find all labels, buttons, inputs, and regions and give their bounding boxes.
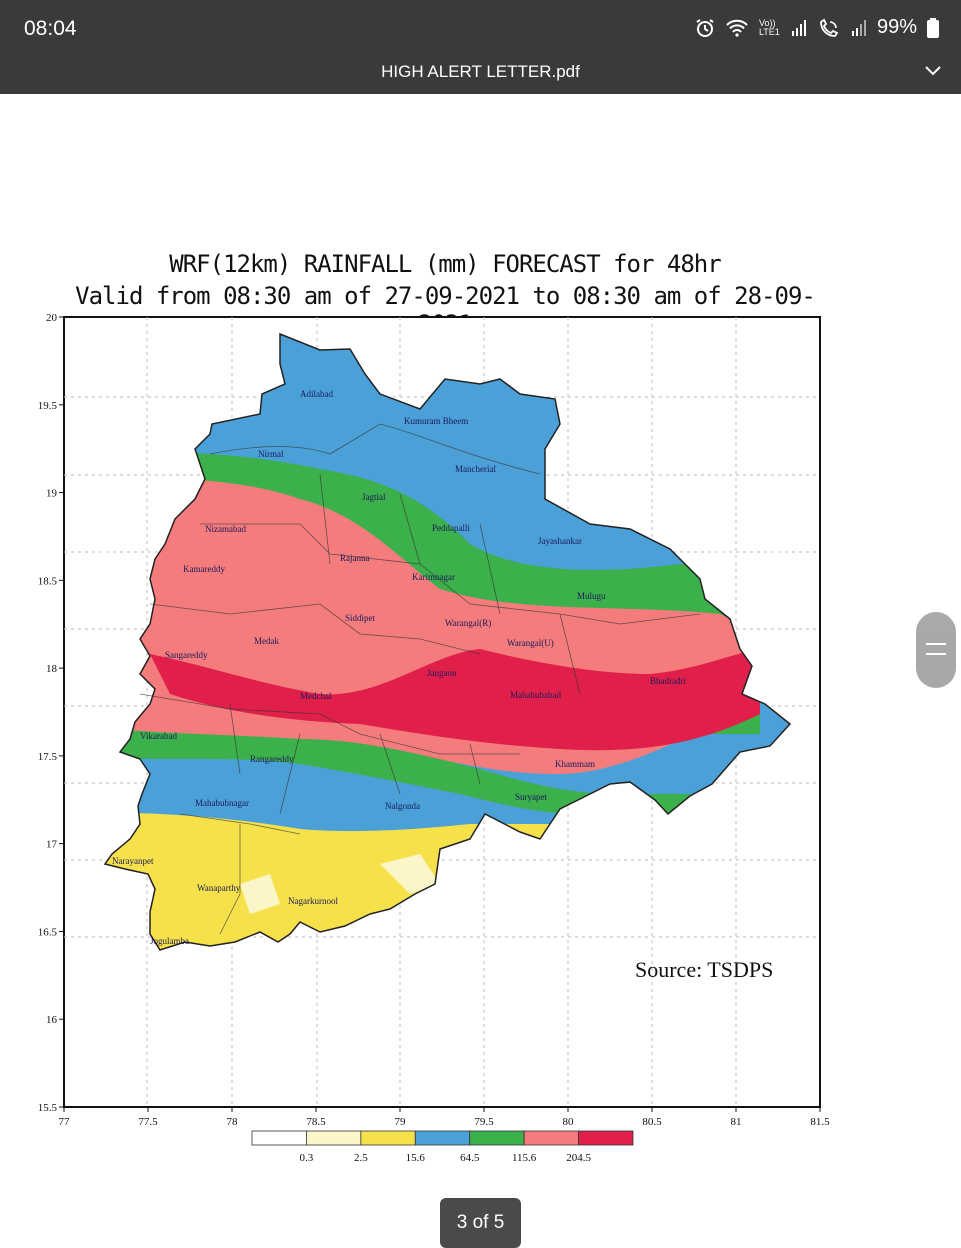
legend-swatch: [469, 1130, 525, 1146]
district-label: Warangal(R): [445, 618, 491, 628]
status-icons: Vo)) LTE1 99%: [695, 16, 939, 39]
district-label: Vikarabad: [140, 731, 177, 741]
x-tick-label: 79: [395, 1116, 407, 1128]
legend-swatch: [360, 1130, 416, 1146]
document-title-bar: HIGH ALERT LETTER.pdf: [0, 56, 961, 94]
y-tick-label: 17: [46, 839, 58, 851]
district-label: Nirmal: [258, 449, 284, 459]
y-tick-label: 16.5: [38, 926, 58, 938]
scroll-thumb[interactable]: [916, 612, 956, 688]
x-tick-label: 78: [227, 1116, 239, 1128]
district-label: Rajanna: [340, 553, 370, 563]
legend-swatch: [306, 1130, 362, 1146]
legend-label: 204.5: [566, 1152, 591, 1164]
district-label: Kumuram Bheem: [404, 416, 468, 426]
district-label: Mancherial: [455, 464, 496, 474]
district-label: Mahabubabad: [510, 690, 561, 700]
x-tick-label: 78.5: [306, 1116, 326, 1128]
district-label: Suryapet: [515, 792, 547, 802]
district-label: Wanaparthy: [197, 883, 241, 893]
district-label: Medchal: [300, 691, 332, 701]
legend-label: 115.6: [512, 1152, 537, 1164]
x-tick-label: 79.5: [474, 1116, 494, 1128]
y-tick-label: 17.5: [38, 751, 58, 763]
district-label: Medak: [254, 636, 279, 646]
status-bar: 08:04 Vo)) LTE1 99%: [0, 0, 961, 56]
map-source: Source: TSDPS: [635, 957, 773, 982]
signal-icon: [851, 19, 866, 36]
y-tick-label: 19: [46, 488, 58, 500]
district-label: Narayanpet: [112, 856, 154, 866]
district-label: Rangareddy: [250, 754, 294, 764]
district-label: Nizamabad: [205, 524, 246, 534]
legend-swatch: [578, 1130, 634, 1146]
district-label: Peddapalli: [432, 523, 470, 533]
district-labels: Adilabad Kumuram Bheem Nirmal Mancherial Jag…: [112, 389, 686, 946]
district-label: Jagtial: [362, 492, 386, 502]
network-label: Vo)) LTE1: [758, 17, 780, 37]
district-label: Siddipet: [345, 613, 376, 623]
district-label: Khammam: [555, 759, 595, 769]
legend-swatch: [251, 1130, 307, 1146]
district-label: Jayashankar: [538, 536, 582, 546]
district-label: Nalgonda: [385, 801, 420, 811]
band-red: [150, 649, 760, 751]
battery-percentage: 99%: [876, 16, 917, 38]
document-title: HIGH ALERT LETTER.pdf: [381, 62, 580, 81]
battery-icon: [927, 17, 939, 38]
district-label: Karimnagar: [412, 572, 455, 582]
y-tick-label: 18: [46, 663, 58, 675]
wifi-icon: [726, 19, 748, 37]
legend-label: 0.3: [300, 1152, 314, 1164]
map-title: WRF(12km) RAINFALL (mm) FORECAST for 48h…: [169, 250, 721, 278]
y-tick-label: 16: [46, 1014, 58, 1026]
y-tick-label: 19.5: [38, 400, 58, 412]
status-time: 08:04: [24, 17, 77, 40]
x-tick-label: 80.5: [642, 1116, 662, 1128]
rainfall-legend: [251, 1130, 634, 1146]
district-label: Mahabubnagar: [195, 798, 249, 808]
x-axis-ticks: 77 77.5 78 78.5 79 79.5 80 80.5 81 81.5: [59, 1107, 830, 1128]
x-tick-label: 80: [563, 1116, 575, 1128]
legend-labels: 0.3 2.5 15.6 64.5 115.6 204.5: [300, 1152, 592, 1164]
y-tick-label: 15.5: [38, 1102, 58, 1114]
legend-label: 15.6: [406, 1152, 426, 1164]
signal-icon: [791, 19, 806, 36]
legend-swatch: [523, 1130, 579, 1146]
district-label: Bhadradri: [650, 676, 686, 686]
y-tick-label: 20: [46, 312, 58, 324]
legend-label: 2.5: [354, 1152, 368, 1164]
x-tick-label: 81.5: [810, 1116, 830, 1128]
y-tick-label: 18.5: [38, 575, 58, 587]
y-axis-ticks: 20 19.5 19 18.5 18 17.5 17 16.5 16 15.5: [38, 312, 64, 1114]
x-tick-label: 81: [731, 1116, 742, 1128]
district-label: Nagarkurnool: [288, 896, 338, 906]
chevron-down-icon[interactable]: [923, 64, 943, 78]
band-cream: [240, 854, 440, 914]
district-label: Mulugu: [577, 591, 606, 601]
legend-label: 64.5: [460, 1152, 480, 1164]
district-label: Jogulamba: [150, 936, 189, 946]
x-tick-label: 77: [59, 1116, 71, 1128]
legend-swatch: [414, 1130, 471, 1146]
pdf-page: WRF(12km) RAINFALL (mm) FORECAST for 48h…: [0, 94, 961, 1248]
x-tick-label: 77.5: [138, 1116, 158, 1128]
rainfall-forecast-map: Adilabad Kumuram Bheem Nirmal Mancherial Jag…: [38, 312, 830, 1164]
page-indicator: 3 of 5: [440, 1198, 521, 1248]
alarm-icon: [696, 18, 714, 37]
district-label: Sangareddy: [165, 650, 208, 660]
state-outline: [103, 332, 792, 951]
district-label: Kamareddy: [183, 564, 225, 574]
district-label: Adilabad: [300, 389, 333, 399]
district-label: Jangaon: [427, 668, 457, 678]
wifi-calling-icon: [820, 18, 839, 37]
district-boundaries: [139, 423, 701, 935]
district-label: Warangal(U): [507, 638, 554, 648]
